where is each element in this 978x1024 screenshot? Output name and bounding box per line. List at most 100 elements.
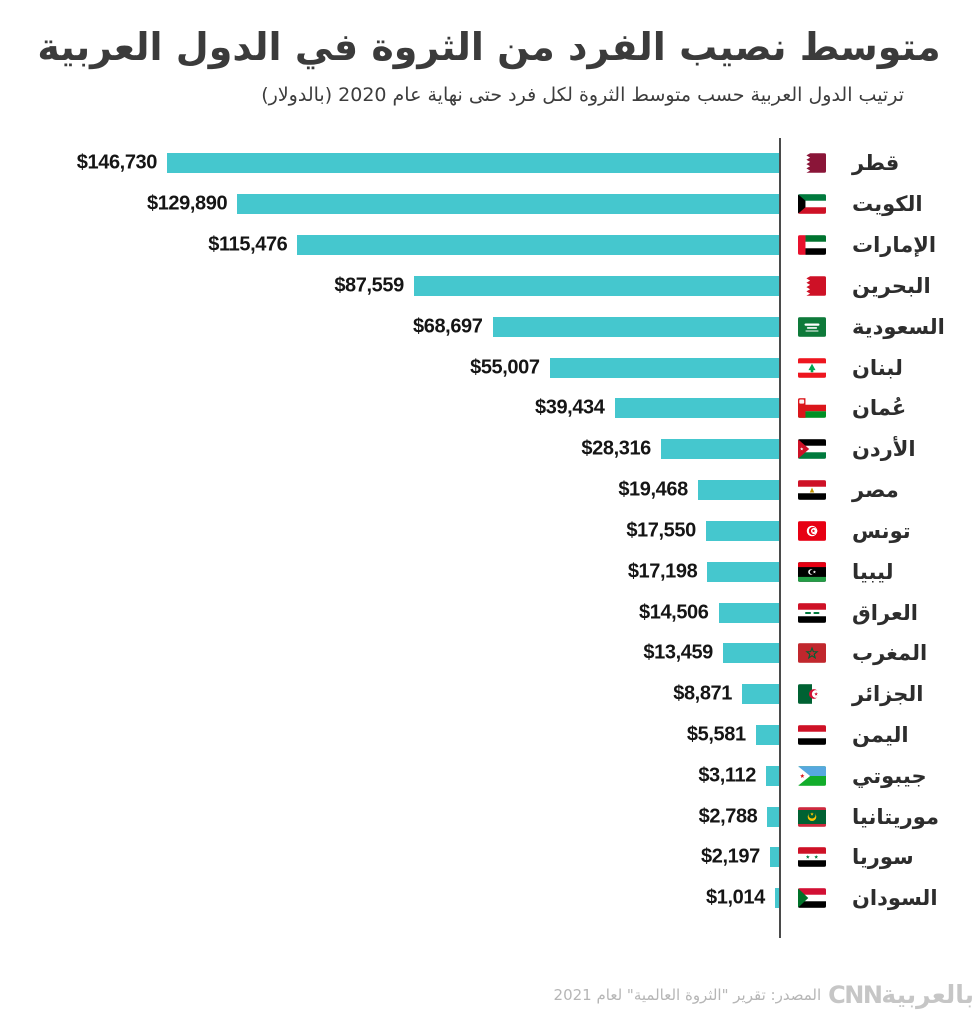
morocco-flag-icon xyxy=(798,643,826,664)
wealth-bar xyxy=(614,398,779,419)
wealth-bar xyxy=(697,480,779,501)
country-label: العراق xyxy=(852,600,918,625)
country-label: قطر xyxy=(852,151,900,176)
wealth-bar xyxy=(766,765,779,786)
chart-row: $13,459 المغرب xyxy=(0,633,978,674)
value-label: $8,871 xyxy=(673,682,732,705)
value-label: $13,459 xyxy=(643,641,713,664)
value-label: $5,581 xyxy=(686,723,746,746)
chart-row: $115,476 الإمارات xyxy=(0,225,978,266)
saudi-arabia-flag-icon xyxy=(798,316,826,337)
wealth-bar xyxy=(413,275,779,296)
country-label: جيبوتي xyxy=(852,763,927,788)
value-label: $28,316 xyxy=(581,437,651,460)
lebanon-flag-icon xyxy=(798,357,826,378)
country-label: لبنان xyxy=(852,355,903,380)
value-label: $2,197 xyxy=(701,845,760,868)
wealth-bar xyxy=(167,153,779,174)
kuwait-flag-icon xyxy=(798,194,826,215)
chart-row: $3,112 جيبوتي xyxy=(0,755,978,796)
chart-row: $68,697 السعودية xyxy=(0,306,978,347)
chart-row: $28,316 الأردن xyxy=(0,429,978,470)
axis-baseline xyxy=(779,138,781,938)
chart-row: $5,581 اليمن xyxy=(0,715,978,756)
logo-arabic-text: بالعربية xyxy=(881,980,974,1009)
value-label: $14,506 xyxy=(639,601,709,624)
wealth-bar xyxy=(660,439,779,460)
value-label: $55,007 xyxy=(470,356,540,379)
chart-row: $2,788 موريتانيا xyxy=(0,796,978,837)
country-label: الكويت xyxy=(852,192,923,217)
wealth-bar xyxy=(492,316,779,337)
chart-row: $17,550 تونس xyxy=(0,510,978,551)
syria-flag-icon xyxy=(798,847,826,868)
libya-flag-icon xyxy=(798,561,826,582)
cnn-arabic-logo: بالعربية CNN xyxy=(828,980,974,1009)
bar-chart: $146,730 قطر $129,890 الكويت $115,476 الإمارا… xyxy=(0,143,978,919)
wealth-bar xyxy=(237,194,779,215)
chart-row: $87,559 البحرين xyxy=(0,265,978,306)
value-label: $129,890 xyxy=(146,192,228,215)
chart-rows: $146,730 قطر $129,890 الكويت $115,476 الإمارا… xyxy=(0,143,978,919)
cnn-logo-icon: CNN xyxy=(828,981,883,1009)
wealth-bar xyxy=(742,684,779,705)
tunisia-flag-icon xyxy=(798,521,826,541)
country-label: اليمن xyxy=(852,723,909,747)
country-label: عُمان xyxy=(852,396,907,421)
bahrain-flag-icon xyxy=(798,276,826,296)
value-label: $17,198 xyxy=(627,560,698,583)
mauritania-flag-icon xyxy=(798,806,826,827)
oman-flag-icon xyxy=(798,398,826,419)
value-label: $68,697 xyxy=(413,315,483,338)
country-label: سوريا xyxy=(852,845,914,870)
chart-row: $55,007 لبنان xyxy=(0,347,978,388)
chart-row: $19,468 مصر xyxy=(0,470,978,511)
wealth-bar xyxy=(722,643,779,664)
country-label: تونس xyxy=(852,518,911,543)
country-label: مصر xyxy=(852,478,899,503)
value-label: $115,476 xyxy=(208,233,288,256)
djibouti-flag-icon xyxy=(798,766,826,786)
chart-title: متوسط نصيب الفرد من الثروة في الدول العر… xyxy=(37,25,941,69)
chart-row: $8,871 الجزائر xyxy=(0,674,978,715)
chart-subtitle: ترتيب الدول العربية حسب متوسط الثروة لكل… xyxy=(261,83,904,106)
yemen-flag-icon xyxy=(798,725,826,745)
wealth-bar xyxy=(718,602,779,623)
iraq-flag-icon xyxy=(798,602,826,623)
chart-row: $1,014 السودان xyxy=(0,878,978,919)
chart-row: $14,506 العراق xyxy=(0,592,978,633)
chart-row: $17,198 ليبيا xyxy=(0,551,978,592)
chart-row: $2,197 سوريا xyxy=(0,837,978,878)
country-label: الأردن xyxy=(852,437,916,462)
chart-row: $129,890 الكويت xyxy=(0,184,978,225)
jordan-flag-icon xyxy=(798,439,826,460)
wealth-bar xyxy=(707,561,779,582)
wealth-bar xyxy=(549,357,779,378)
value-label: $3,112 xyxy=(698,764,756,787)
country-label: المغرب xyxy=(852,641,928,666)
wealth-bar xyxy=(769,847,779,868)
country-label: الجزائر xyxy=(852,682,924,707)
footer: بالعربية CNN المصدر: تقرير "الثروة العالم… xyxy=(553,980,975,1009)
source-credit: المصدر: تقرير "الثروة العالمية" لعام 202… xyxy=(553,985,822,1004)
chart-row: $146,730 قطر xyxy=(0,143,978,184)
wealth-bar xyxy=(297,235,779,256)
chart-row: $39,434 عُمان xyxy=(0,388,978,429)
country-label: موريتانيا xyxy=(852,804,939,829)
wealth-bar xyxy=(705,520,779,541)
country-label: السعودية xyxy=(852,314,945,339)
algeria-flag-icon xyxy=(798,684,826,704)
value-label: $39,434 xyxy=(535,396,605,419)
uae-flag-icon xyxy=(798,235,826,255)
egypt-flag-icon xyxy=(798,480,826,500)
country-label: السودان xyxy=(852,886,938,911)
sudan-flag-icon xyxy=(798,888,826,909)
value-label: $87,559 xyxy=(334,274,404,297)
qatar-flag-icon xyxy=(798,153,826,174)
wealth-bar xyxy=(755,725,779,745)
country-label: الإمارات xyxy=(852,233,937,258)
country-label: البحرين xyxy=(852,273,931,298)
value-label: $19,468 xyxy=(618,478,688,501)
wealth-bar xyxy=(774,888,779,909)
